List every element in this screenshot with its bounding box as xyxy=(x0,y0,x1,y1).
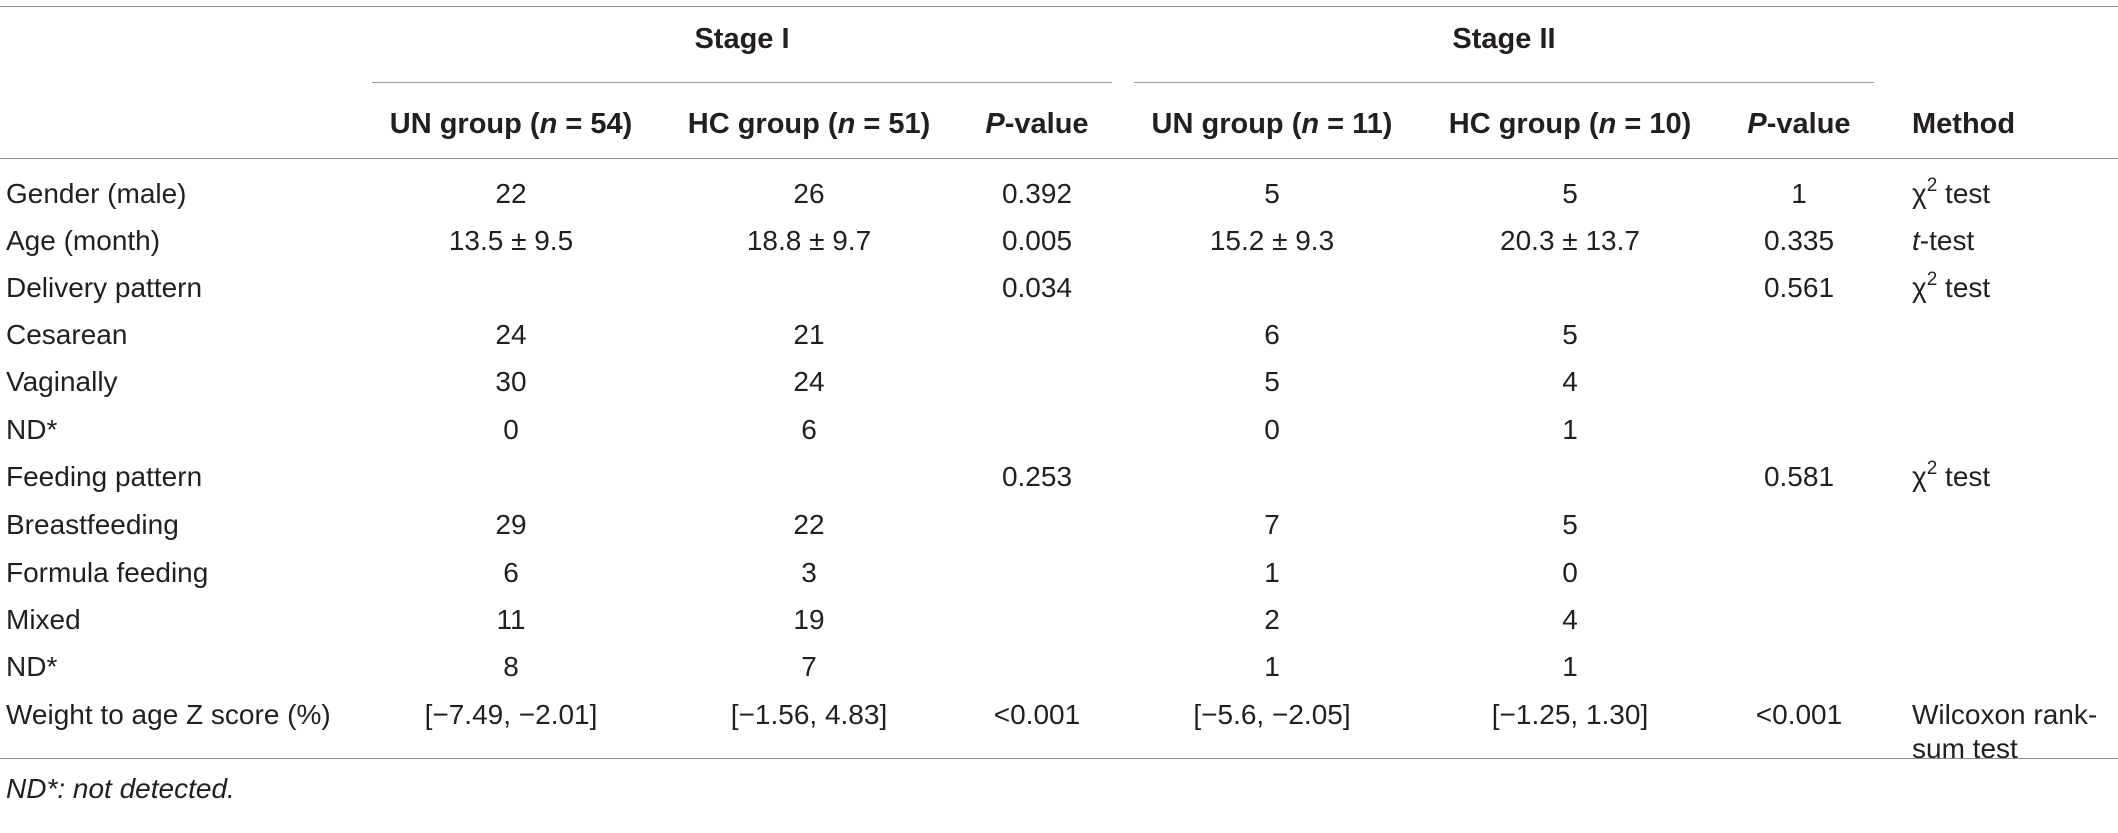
cell-s2-p: 0.581 xyxy=(1763,461,1835,492)
cell-s2-un: 2 xyxy=(1264,604,1280,635)
cell-s2-hc: 0 xyxy=(1562,557,1578,588)
row-label: Formula feeding xyxy=(6,557,209,588)
row-label: ND* xyxy=(6,651,58,682)
col-header-stage2-p: P-value xyxy=(1747,108,1851,140)
cell-method: χ2 test xyxy=(1912,174,1991,209)
stage-2-header: Stage II xyxy=(1452,23,1556,55)
footnote: ND*: not detected. xyxy=(6,773,235,804)
top-rule xyxy=(0,6,2118,7)
cell-s2-hc: [−1.25, 1.30] xyxy=(1491,699,1649,730)
cell-s2-un: 7 xyxy=(1264,509,1280,540)
cell-s1-hc: 22 xyxy=(793,509,825,540)
row-label: Breastfeeding xyxy=(6,509,179,540)
cell-s1-hc: 26 xyxy=(793,178,825,209)
cell-s1-un: 13.5 ± 9.5 xyxy=(448,225,574,256)
cell-s1-hc: [−1.56, 4.83] xyxy=(730,699,888,730)
cell-s2-un: 15.2 ± 9.3 xyxy=(1209,225,1335,256)
row-label: Age (month) xyxy=(6,225,161,256)
cell-s1-un: 11 xyxy=(496,604,526,635)
cell-s1-p: 0.253 xyxy=(1001,461,1073,492)
bottom-rule xyxy=(0,758,2118,759)
stage-2-underline xyxy=(1134,82,1874,83)
cell-s1-hc: 3 xyxy=(801,557,817,588)
cell-s1-hc: 21 xyxy=(793,319,825,350)
cell-s1-hc: 7 xyxy=(801,651,817,682)
cell-s2-hc: 4 xyxy=(1562,366,1578,397)
cell-s1-un: 6 xyxy=(503,557,519,588)
row-label: Cesarean xyxy=(6,319,128,350)
cell-s1-hc: 19 xyxy=(793,604,825,635)
cell-s1-p: 0.005 xyxy=(1001,225,1073,256)
row-label: Weight to age Z score (%) xyxy=(6,699,331,730)
cell-s1-un: 29 xyxy=(495,509,527,540)
cell-s2-hc: 1 xyxy=(1562,414,1578,445)
cell-s1-un: 24 xyxy=(495,319,527,350)
stage-1-header: Stage I xyxy=(694,23,790,55)
cell-s2-un: [−5.6, −2.05] xyxy=(1193,699,1351,730)
cell-s2-un: 0 xyxy=(1264,414,1280,445)
cell-s1-un: 30 xyxy=(495,366,527,397)
cell-s1-hc: 18.8 ± 9.7 xyxy=(746,225,872,256)
row-label: ND* xyxy=(6,414,58,445)
cell-s2-un: 5 xyxy=(1264,366,1280,397)
row-label: Gender (male) xyxy=(6,178,187,209)
row-label: Vaginally xyxy=(6,366,118,397)
col-header-method: Method xyxy=(1912,108,2016,140)
cell-s2-p: 0.561 xyxy=(1763,272,1835,303)
cell-s2-p: <0.001 xyxy=(1755,699,1843,730)
cell-s2-un: 6 xyxy=(1264,319,1280,350)
row-label: Delivery pattern xyxy=(6,272,203,303)
row-label: Mixed xyxy=(6,604,81,635)
col-header-stage2-un: UN group (n = 11) xyxy=(1151,108,1393,140)
cell-method: Wilcoxon rank-sum test xyxy=(1912,699,2098,764)
cell-method: t-test xyxy=(1912,225,1975,256)
col-header-stage1-hc: HC group (n = 51) xyxy=(687,108,931,140)
row-label: Feeding pattern xyxy=(6,461,203,492)
cell-s2-hc: 5 xyxy=(1562,178,1578,209)
cell-s2-p: 1 xyxy=(1791,178,1807,209)
cell-s1-un: 0 xyxy=(503,414,519,445)
stage-1-underline xyxy=(372,82,1112,83)
cell-method: χ2 test xyxy=(1912,268,1991,303)
cell-s2-un: 1 xyxy=(1264,651,1280,682)
cell-s2-un: 5 xyxy=(1264,178,1280,209)
cell-s1-p: 0.034 xyxy=(1001,272,1073,303)
col-header-stage1-p: P-value xyxy=(985,108,1089,140)
cell-s2-un: 1 xyxy=(1264,557,1280,588)
cell-s2-hc: 5 xyxy=(1562,319,1578,350)
cell-s2-hc: 4 xyxy=(1562,604,1578,635)
cell-s1-un: 22 xyxy=(495,178,527,209)
cell-s1-un: 8 xyxy=(503,651,519,682)
cell-s2-p: 0.335 xyxy=(1763,225,1835,256)
cell-s2-hc: 1 xyxy=(1562,651,1578,682)
cell-s1-hc: 24 xyxy=(793,366,825,397)
cell-s1-p: <0.001 xyxy=(993,699,1081,730)
cell-s2-hc: 20.3 ± 13.7 xyxy=(1500,225,1640,256)
cell-s1-p: 0.392 xyxy=(1001,178,1073,209)
col-header-stage1-un: UN group (n = 54) xyxy=(389,108,633,140)
header-rule xyxy=(0,158,2118,159)
col-header-stage2-hc: HC group (n = 10) xyxy=(1448,108,1692,140)
cell-s1-hc: 6 xyxy=(801,414,817,445)
cell-s1-un: [−7.49, −2.01] xyxy=(424,699,598,730)
cell-s2-hc: 5 xyxy=(1562,509,1578,540)
cell-method: χ2 test xyxy=(1912,457,1991,492)
